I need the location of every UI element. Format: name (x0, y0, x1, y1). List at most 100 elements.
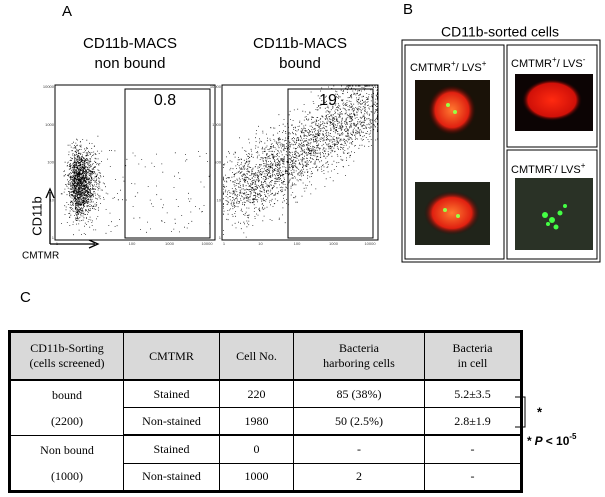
data-cell: - (424, 462, 522, 493)
cell-text: (2200) (51, 413, 83, 428)
header-cell: CMTMR (123, 331, 220, 381)
cell-text: CD11b-Sorting (30, 341, 104, 355)
plot-title: CD11b-MACS (253, 35, 347, 52)
group-cell: Non bound (1000) (9, 434, 124, 493)
micrograph-label: CMTMR+/ LVS+ (410, 59, 487, 74)
y-tick-label: 10 (217, 197, 222, 202)
cell-text: bound (52, 387, 82, 402)
data-cell: Stained (123, 379, 220, 409)
y-tick-label: 1000 (45, 122, 55, 127)
data-cell: 220 (219, 379, 294, 409)
cell-text: (1000) (51, 468, 83, 483)
data-cell: - (424, 434, 522, 464)
y-tick-label: 1000 (212, 122, 222, 127)
label-part: - (552, 161, 555, 170)
cell-text: harboring cells (323, 356, 395, 370)
axis-arrows (45, 187, 100, 249)
label-part: + (482, 59, 487, 68)
data-cell: 5.2±3.5 (424, 379, 522, 409)
data-cell: 2.8±1.9 (424, 407, 522, 437)
data-cell: 1000 (219, 462, 294, 493)
gate-percentage: 19 (319, 92, 337, 109)
footnote-part: * (527, 434, 532, 448)
data-row: Non bound (1000) Stained 0- - (9, 434, 522, 493)
scatter-dots (60, 135, 211, 236)
scatter-dots (223, 85, 378, 238)
data-cell: Stained (123, 434, 220, 464)
cell-text: (cells screened) (29, 356, 105, 370)
y-tick-label: 1 (52, 235, 55, 240)
results-table: CD11b-Sorting (cells screened) CMTMR Cell N… (8, 330, 523, 493)
y-tick-label: 100 (214, 160, 221, 165)
header-cell: Bacteria harboring cells (293, 331, 425, 381)
data-cell: 50 (2.5%) (293, 407, 425, 437)
cell-text: Non bound (40, 442, 94, 457)
footnote-part: -5 (569, 432, 577, 441)
label-part: / LVS (456, 62, 482, 74)
plot-title: non bound (95, 55, 166, 72)
label-part: - (583, 55, 586, 64)
label-part: CMTMR (511, 164, 552, 176)
data-cell: Non-stained (123, 462, 220, 493)
footnote-part: P (535, 434, 544, 448)
x-tick-label: 1000 (165, 241, 175, 246)
plot-frame (221, 84, 379, 241)
footnote: * P < 10-5 (527, 432, 577, 448)
header-cell: Cell No. (219, 331, 294, 381)
x-tick-label: 100 (129, 241, 136, 246)
micrograph-frames (401, 39, 601, 263)
header-cell: Bacteria in cell (424, 331, 522, 381)
cell-text: Bacteria (339, 341, 379, 355)
label-part: CMTMR (410, 62, 451, 74)
x-axis-label: CMTMR (22, 251, 59, 262)
panel-letter: A (62, 3, 72, 20)
label-part: + (451, 59, 456, 68)
label-part: / LVS (555, 164, 581, 176)
plot-title: CD11b-MACS (83, 35, 177, 52)
header-row: CD11b-Sorting (cells screened) CMTMR Cell N… (9, 331, 522, 381)
y-tick-label: 100 (47, 160, 54, 165)
panel-title: CD11b-sorted cells (441, 24, 559, 40)
cell-text: Bacteria (452, 341, 493, 355)
gate (287, 88, 374, 239)
data-cell: 2 (293, 462, 425, 493)
x-tick-label: 1000 (329, 241, 339, 246)
y-tick-label: 10000 (210, 84, 222, 89)
label-part: + (581, 161, 586, 170)
y-axis-label: CD11b (29, 196, 44, 236)
x-tick-label: 1 (223, 241, 226, 246)
data-row: Non-stained 1980 50 (2.5%) 2.8±1.9 (10, 407, 522, 437)
cell-text: CMTMR (149, 348, 194, 363)
footnote-part: < 10 (546, 434, 570, 448)
panel-letter: C (20, 289, 31, 306)
micrograph-label: CMTMR+/ LVS- (511, 55, 586, 70)
gate (124, 88, 211, 239)
x-tick-label: 10000 (364, 241, 376, 246)
cell-text: Cell No. (236, 348, 277, 363)
y-tick-label: 10000 (43, 84, 55, 89)
x-tick-label: 10 (258, 241, 263, 246)
y-tick-label: 1 (219, 235, 222, 240)
micrograph-label: CMTMR-/ LVS+ (511, 161, 586, 176)
micrographs (415, 74, 593, 250)
x-tick-label: 10000 (201, 241, 213, 246)
group-cell: bound (2200) (9, 379, 124, 436)
label-part: CMTMR (511, 58, 552, 70)
y-tick-label: 10 (50, 197, 55, 202)
label-part: + (552, 55, 557, 64)
significance-mark: * (537, 404, 543, 419)
data-cell: - (293, 434, 425, 464)
plot-title: bound (279, 55, 321, 72)
label-part: / LVS (557, 58, 583, 70)
panel-letter: B (403, 1, 413, 18)
data-cell: 1980 (219, 407, 294, 437)
data-cell: Non-stained (123, 407, 220, 437)
plot-frame (54, 84, 216, 241)
cell-text: in cell (457, 356, 488, 370)
data-row: Non-stained 1000 2- (10, 462, 522, 493)
data-cell: 85 (38%) (293, 379, 425, 409)
data-row: bound (2200) Stained 220 85 (38%) 5.2±3.5 (9, 379, 522, 436)
x-tick-label: 100 (294, 241, 301, 246)
